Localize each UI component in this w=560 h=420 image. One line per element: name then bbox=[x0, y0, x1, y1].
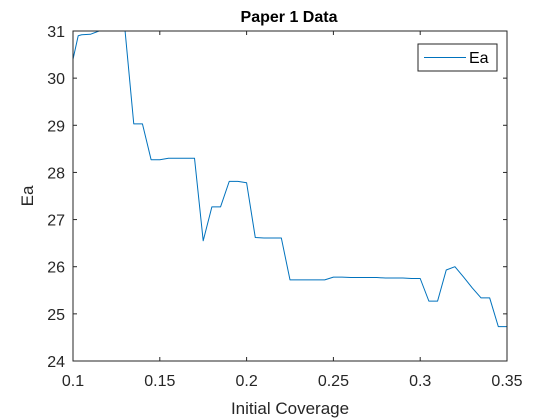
chart-title: Paper 1 Data bbox=[241, 9, 338, 26]
x-tick-label: 0.2 bbox=[235, 373, 257, 390]
y-tick-label: 30 bbox=[47, 71, 65, 88]
tick-layer: 0.1 0.15 0.2 0.25 0.3 0.35 24 25 26 27 28 29 30 31 bbox=[47, 24, 522, 390]
x-tick-label: 0.3 bbox=[409, 373, 431, 390]
series-line-ea bbox=[72, 30, 507, 328]
x-tick-label: 0.15 bbox=[144, 373, 175, 390]
x-tick-label: 0.1 bbox=[62, 373, 84, 390]
legend: Ea bbox=[417, 43, 498, 72]
y-tick-label: 26 bbox=[47, 260, 65, 277]
y-tick-label: 31 bbox=[47, 24, 65, 41]
x-tick-label: 0.25 bbox=[318, 373, 349, 390]
y-tick-label: 24 bbox=[47, 354, 65, 371]
plot-area-box bbox=[72, 30, 508, 362]
y-tick-label: 25 bbox=[47, 307, 65, 324]
y-tick-label: 28 bbox=[47, 165, 65, 182]
y-tick-label: 29 bbox=[47, 118, 65, 135]
legend-label-ea: Ea bbox=[469, 50, 489, 67]
x-tick-label: 0.35 bbox=[491, 373, 522, 390]
y-axis-title: Ea bbox=[18, 185, 37, 206]
x-axis-title: Initial Coverage bbox=[231, 399, 349, 418]
y-tick-label: 27 bbox=[47, 213, 65, 230]
